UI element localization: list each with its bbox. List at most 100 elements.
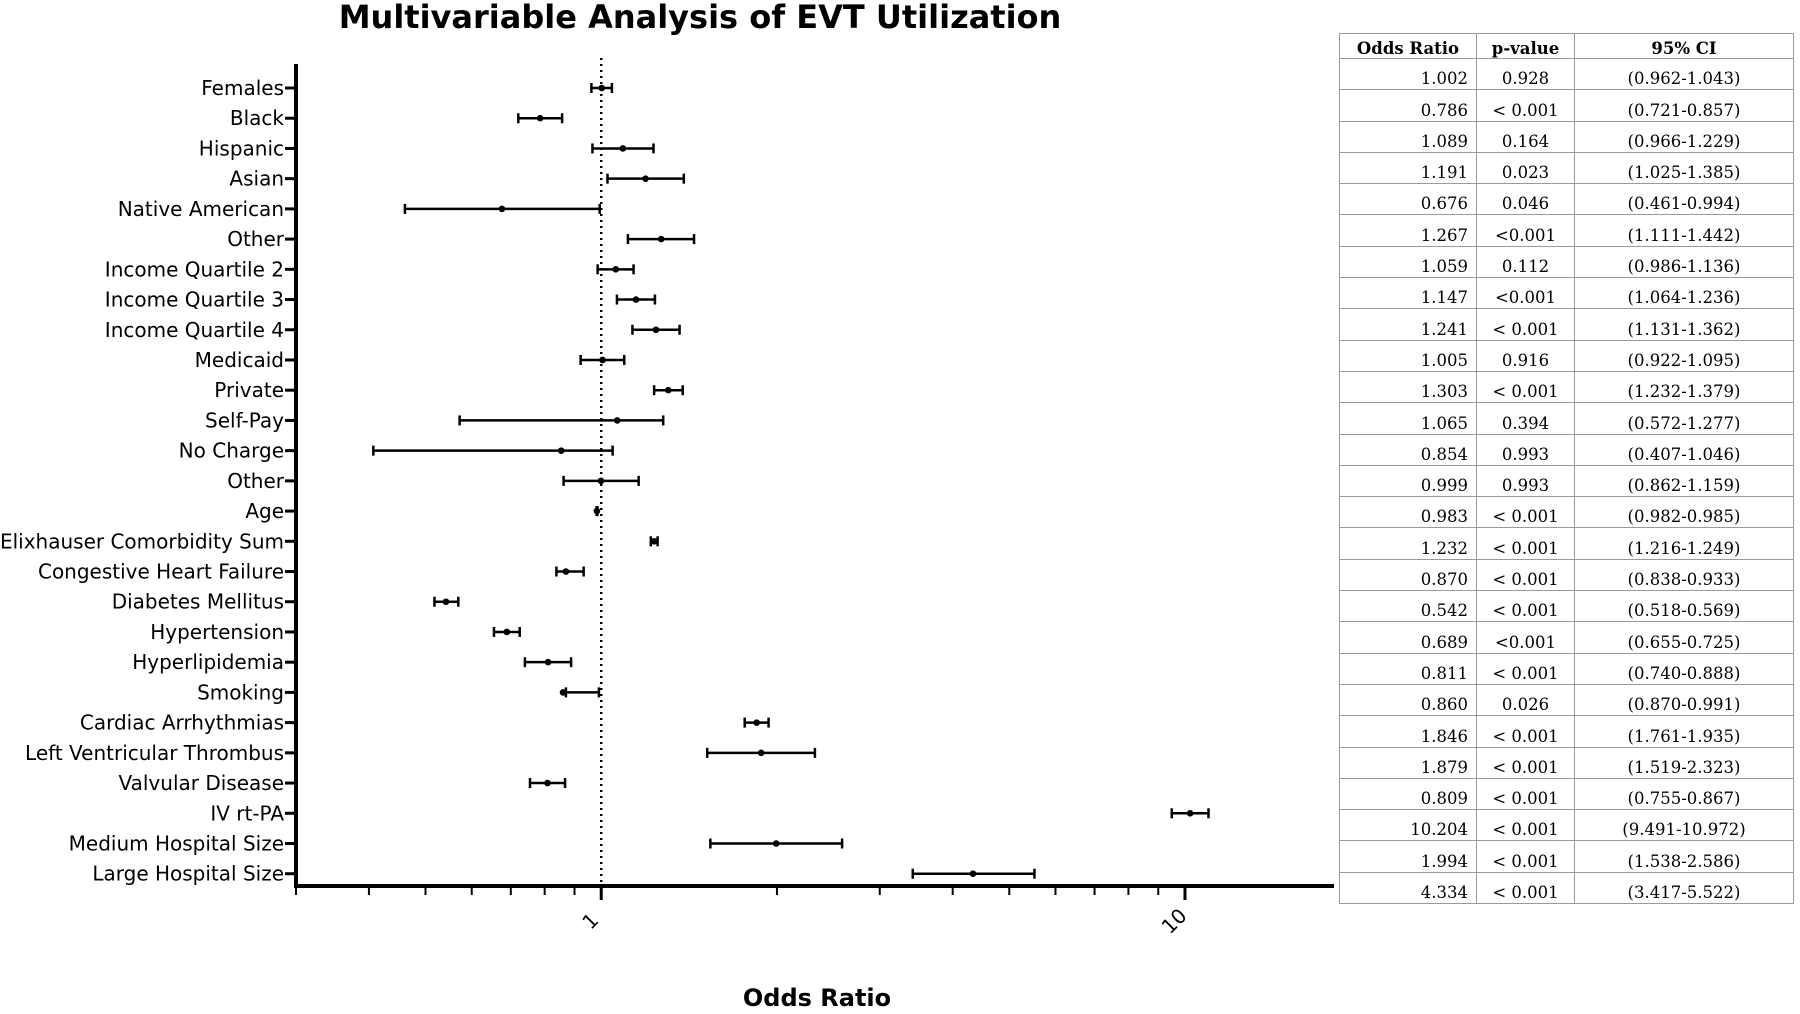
category-label: Diabetes Mellitus [112,590,284,614]
category-label: Medium Hospital Size [69,832,284,856]
table-row: 0.983 < 0.001 (0.982-0.985) [1339,496,1794,529]
odds-ratio-cell: 0.870 [1339,558,1477,592]
stats-table: Odds Ratio p-value 95% CI 1.002 0.928 (0.9… [1339,33,1794,905]
odds-ratio-cell: 1.191 [1339,151,1477,185]
odds-ratio-cell: 4.334 [1339,871,1477,905]
p-value-cell: 0.928 [1476,57,1575,91]
category-label: Elixhauser Comorbidity Sum [0,529,284,553]
ci-cell: (0.838-0.933) [1574,558,1794,592]
ci-cell: (0.755-0.867) [1574,777,1794,811]
table-row: 1.065 0.394 (0.572-1.277) [1339,402,1794,435]
odds-ratio-point [536,114,544,122]
table-row: 0.860 0.026 (0.870-0.991) [1339,683,1794,717]
table-row: 10.204 < 0.001 (9.491-10.972) [1339,809,1794,842]
p-value-cell: 0.993 [1476,464,1575,498]
odds-ratio-point [597,477,605,485]
x-tick-label: 1 [577,908,603,934]
odds-ratio-point [593,507,601,515]
category-label: Asian [229,167,284,191]
category-label: Other [227,469,285,493]
ci-cell: (0.461-0.994) [1574,183,1794,216]
p-value-cell: < 0.001 [1476,558,1575,592]
category-label: Hispanic [199,136,284,160]
category-label: Smoking [197,680,284,704]
table-row: 0.676 0.046 (0.461-0.994) [1339,183,1794,216]
category-label: Private [214,378,284,402]
odds-ratio-point [753,719,760,726]
odds-ratio-point [642,175,649,182]
p-value-cell: < 0.001 [1476,746,1575,779]
p-value-cell: 0.112 [1476,245,1575,279]
ci-cell: (1.111-1.442) [1574,214,1794,247]
p-value-cell: <0.001 [1476,214,1575,247]
odds-ratio-point [632,296,640,303]
odds-ratio-cell: 0.689 [1339,621,1477,654]
ci-cell: (1.519-2.323) [1574,746,1794,779]
odds-ratio-point [599,356,606,364]
table-row: 1.879 < 0.001 (1.519-2.323) [1339,746,1794,779]
table-row: 0.811 < 0.001 (0.740-0.888) [1339,652,1794,685]
plot-area: 1 10 Females Black Hispanic Asian Native Ameri… [0,58,1334,939]
ci-cell: (0.407-1.046) [1574,433,1794,466]
table-row: 1.303 < 0.001 (1.232-1.379) [1339,370,1794,404]
ci-cell: (0.966-1.229) [1574,120,1794,153]
odds-ratio-cell: 0.676 [1339,183,1477,216]
table-row: 1.147 <0.001 (1.064-1.236) [1339,277,1794,310]
odds-ratio-point [619,145,627,152]
category-label: IV rt-PA [210,801,284,825]
category-label: No Charge [179,439,284,463]
odds-ratio-cell: 1.002 [1339,57,1477,91]
p-value-cell: < 0.001 [1476,809,1575,842]
p-value-cell: < 0.001 [1476,652,1575,685]
table-row: 0.854 0.993 (0.407-1.046) [1339,433,1794,466]
odds-ratio-cell: 0.811 [1339,652,1477,685]
odds-ratio-cell: 1.303 [1339,370,1477,404]
odds-ratio-cell: 0.860 [1339,683,1477,717]
category-label: Medicaid [195,348,284,372]
p-value-cell: < 0.001 [1476,527,1575,560]
category-label: Income Quartile 2 [105,257,284,281]
odds-ratio-cell: 1.879 [1339,746,1477,779]
category-label: Left Ventricular Thrombus [25,741,284,765]
table-row: 0.809 < 0.001 (0.755-0.867) [1339,777,1794,811]
ci-cell: (1.064-1.236) [1574,277,1794,310]
category-label: Hyperlipidemia [132,650,284,674]
odds-ratio-point [562,568,570,575]
odds-ratio-point [772,840,780,847]
ci-cell: (0.572-1.277) [1574,402,1794,435]
p-value-cell: 0.026 [1476,683,1575,717]
p-value-cell: < 0.001 [1476,840,1575,873]
table-row: 0.689 <0.001 (0.655-0.725) [1339,621,1794,654]
table-row: 1.005 0.916 (0.922-1.095) [1339,339,1794,372]
p-value-cell: 0.164 [1476,120,1575,153]
odds-ratio-point [544,779,551,787]
odds-ratio-point [650,538,658,545]
category-label: Other [227,227,285,251]
category-label: Income Quartile 3 [105,288,284,312]
p-value-cell: 0.916 [1476,339,1575,372]
table-row: 1.232 < 0.001 (1.216-1.249) [1339,527,1794,560]
p-value-cell: < 0.001 [1476,590,1575,623]
category-label: Age [245,499,284,523]
odds-ratio-cell: 1.232 [1339,527,1477,560]
odds-ratio-cell: 1.994 [1339,840,1477,873]
odds-ratio-point [557,447,565,454]
odds-ratio-point [544,658,552,666]
p-value-cell: <0.001 [1476,621,1575,654]
table-row: 0.786 < 0.001 (0.721-0.857) [1339,89,1794,122]
p-value-cell: < 0.001 [1476,89,1575,122]
category-label: Native American [118,197,284,221]
x-tick-label: 10 [1157,904,1192,939]
table-row: 1.002 0.928 (0.962-1.043) [1339,57,1794,91]
table-row: 4.334 < 0.001 (3.417-5.522) [1339,871,1794,905]
table-row: 1.241 < 0.001 (1.131-1.362) [1339,308,1794,341]
forest-plot: Multivariable Analysis of EVT Utilizatio… [0,0,1334,1012]
category-label: Females [201,76,284,100]
odds-ratio-cell: 0.983 [1339,496,1477,529]
odds-ratio-point [613,417,621,424]
p-value-cell: < 0.001 [1476,715,1575,748]
odds-ratio-cell: 1.065 [1339,402,1477,435]
ci-cell: (1.538-2.586) [1574,840,1794,873]
odds-ratio-point [1186,809,1194,817]
ci-cell: (9.491-10.972) [1574,809,1794,842]
